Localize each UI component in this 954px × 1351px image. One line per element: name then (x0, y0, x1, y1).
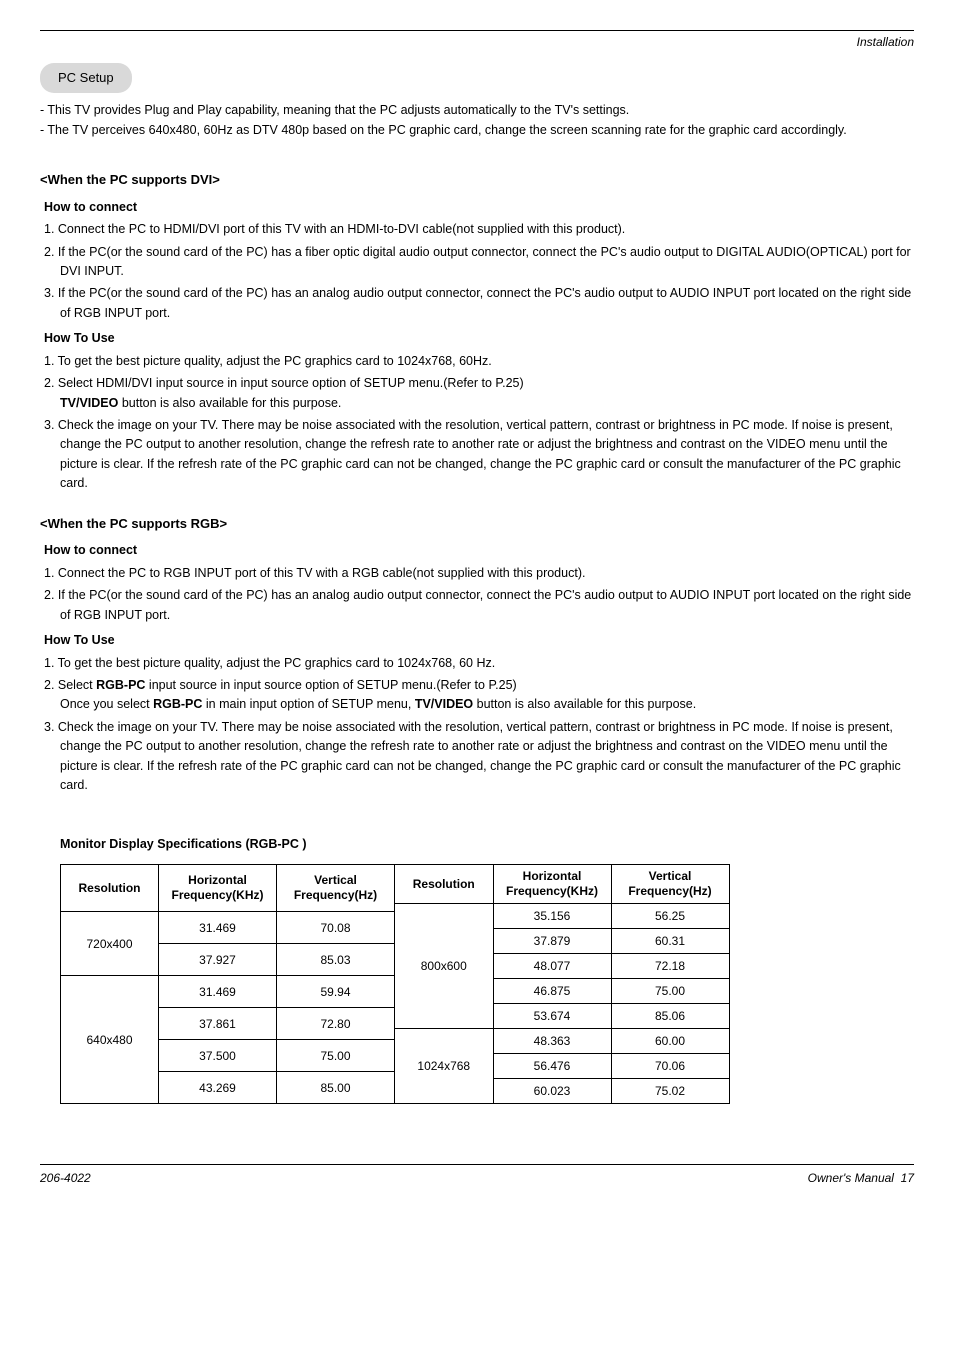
spec-resolution-cell: 640x480 (61, 976, 159, 1104)
list-item: 2. If the PC(or the sound card of the PC… (44, 243, 914, 282)
spec-table-wrap: ResolutionHorizontalFrequency(KHz)Vertic… (40, 864, 914, 1104)
spec-value-cell: 37.927 (159, 944, 277, 976)
spec-value-cell: 60.00 (611, 1029, 729, 1054)
spec-value-cell: 48.077 (493, 954, 611, 979)
list-item: 3. Check the image on your TV. There may… (44, 718, 914, 796)
list-item: 2. Select RGB-PC input source in input s… (44, 676, 914, 715)
spec-value-cell: 46.875 (493, 979, 611, 1004)
intro-item: - The TV perceives 640x480, 60Hz as DTV … (40, 121, 914, 140)
spec-value-cell: 70.06 (611, 1054, 729, 1079)
list-item: 3. If the PC(or the sound card of the PC… (44, 284, 914, 323)
spec-value-cell: 37.861 (159, 1008, 277, 1040)
spec-value-cell: 60.023 (493, 1079, 611, 1104)
spec-value-cell: 75.00 (277, 1040, 395, 1072)
spec-resolution-cell: 1024x768 (395, 1029, 493, 1104)
dvi-connect-heading: How to connect (40, 198, 914, 217)
footer-left: 206-4022 (40, 1169, 91, 1187)
spec-value-cell: 48.363 (493, 1029, 611, 1054)
list-item: 1. Connect the PC to HDMI/DVI port of th… (44, 220, 914, 239)
spec-value-cell: 75.00 (611, 979, 729, 1004)
list-item: 2. If the PC(or the sound card of the PC… (44, 586, 914, 625)
list-item: 1. Connect the PC to RGB INPUT port of t… (44, 564, 914, 583)
list-item: 1. To get the best picture quality, adju… (44, 352, 914, 371)
intro-item: - This TV provides Plug and Play capabil… (40, 101, 914, 120)
footer-right: Owner's Manual 17 (808, 1169, 914, 1187)
spec-value-cell: 75.02 (611, 1079, 729, 1104)
dvi-use-list: 1. To get the best picture quality, adju… (40, 352, 914, 494)
spec-table-left: ResolutionHorizontalFrequency(KHz)Vertic… (60, 864, 395, 1104)
spec-value-cell: 72.18 (611, 954, 729, 979)
spec-value-cell: 59.94 (277, 976, 395, 1008)
list-item: 1. To get the best picture quality, adju… (44, 654, 914, 673)
spec-value-cell: 53.674 (493, 1004, 611, 1029)
dvi-title: <When the PC supports DVI> (40, 170, 914, 190)
header-section-label: Installation (40, 33, 914, 51)
rgb-connect-heading: How to connect (40, 541, 914, 560)
dvi-connect-list: 1. Connect the PC to HDMI/DVI port of th… (40, 220, 914, 323)
spec-resolution-cell: 720x400 (61, 912, 159, 976)
spec-value-cell: 60.31 (611, 929, 729, 954)
spec-table-right: ResolutionHorizontalFrequency(KHz)Vertic… (395, 864, 730, 1104)
spec-table-title: Monitor Display Specifications (RGB-PC ) (40, 835, 914, 854)
spec-resolution-cell: 800x600 (395, 904, 493, 1029)
dvi-use-heading: How To Use (40, 329, 914, 348)
spec-value-cell: 43.269 (159, 1072, 277, 1104)
spec-value-cell: 85.03 (277, 944, 395, 976)
rgb-use-list: 1. To get the best picture quality, adju… (40, 654, 914, 796)
spec-value-cell: 85.00 (277, 1072, 395, 1104)
header-rule (40, 30, 914, 31)
spec-value-cell: 35.156 (493, 904, 611, 929)
pc-setup-pill: PC Setup (40, 63, 132, 93)
spec-value-cell: 31.469 (159, 912, 277, 944)
footer-page-number: 17 (901, 1171, 914, 1185)
spec-value-cell: 37.879 (493, 929, 611, 954)
spec-value-cell: 56.25 (611, 904, 729, 929)
spec-value-cell: 31.469 (159, 976, 277, 1008)
intro-list: - This TV provides Plug and Play capabil… (40, 101, 914, 141)
spec-value-cell: 37.500 (159, 1040, 277, 1072)
list-item: 2. Select HDMI/DVI input source in input… (44, 374, 914, 413)
rgb-use-heading: How To Use (40, 631, 914, 650)
spec-value-cell: 72.80 (277, 1008, 395, 1040)
footer-manual-label: Owner's Manual (808, 1171, 894, 1185)
rgb-connect-list: 1. Connect the PC to RGB INPUT port of t… (40, 564, 914, 625)
page-footer: 206-4022 Owner's Manual 17 (40, 1164, 914, 1187)
spec-value-cell: 70.08 (277, 912, 395, 944)
spec-value-cell: 85.06 (611, 1004, 729, 1029)
list-item: 3. Check the image on your TV. There may… (44, 416, 914, 494)
spec-value-cell: 56.476 (493, 1054, 611, 1079)
rgb-title: <When the PC supports RGB> (40, 514, 914, 534)
